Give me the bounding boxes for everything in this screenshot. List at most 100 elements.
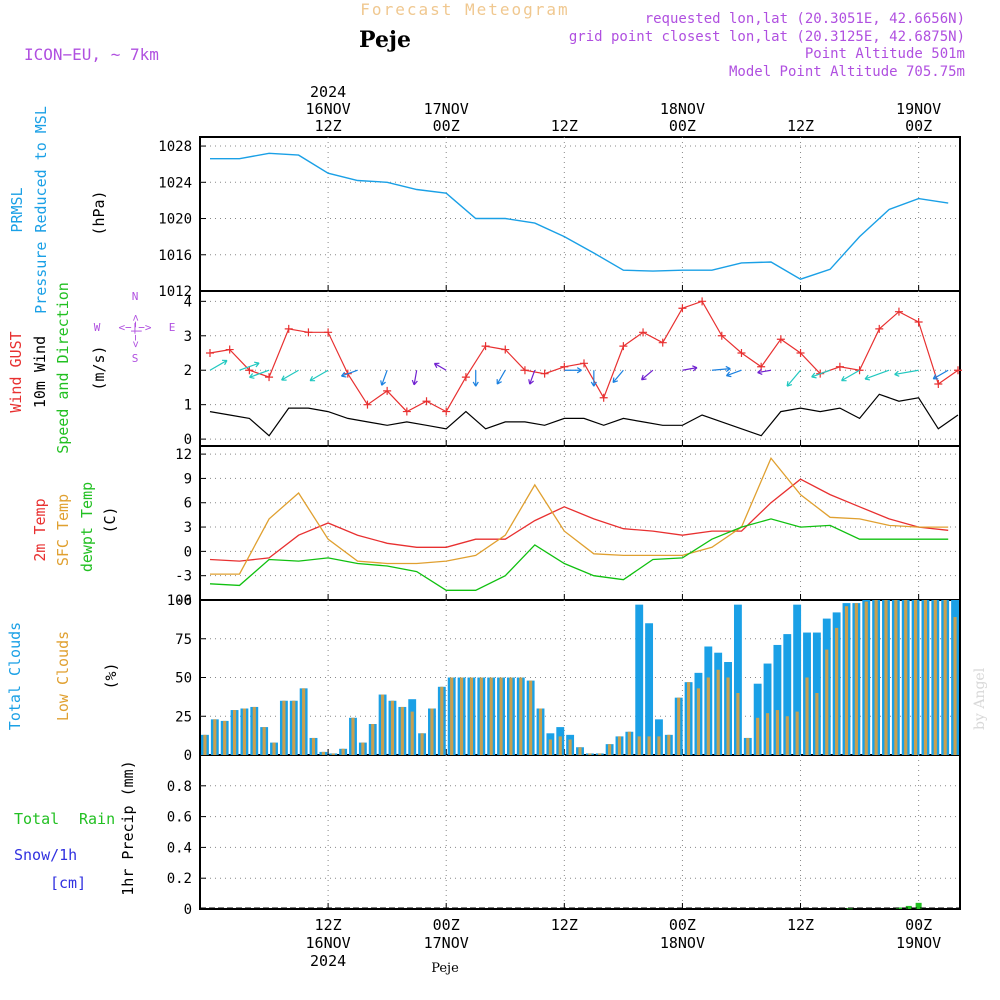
bottom-time-label: 12Z <box>551 916 578 934</box>
dewpoint-label: dewpt Temp <box>78 482 96 572</box>
gust-marker <box>540 369 549 378</box>
gust-marker <box>520 366 529 375</box>
y-tick-label: 1028 <box>158 139 192 155</box>
low-cloud-bar <box>331 753 335 755</box>
y-tick-label: 0 <box>184 902 192 918</box>
wind-arrow <box>249 369 270 378</box>
wind-arrowhead <box>757 368 763 375</box>
prmsl-unit-label: (hPa) <box>90 190 108 235</box>
gust-marker <box>481 342 490 351</box>
y-tick-label: 1 <box>184 398 192 414</box>
low-cloud-bar <box>311 737 316 755</box>
wind-arrowhead <box>249 373 255 379</box>
low-cloud-bar <box>795 711 799 755</box>
wind-arrowhead <box>411 379 418 386</box>
temp-unit-label: (C) <box>101 506 119 533</box>
prmsl-desc-label: Pressure Reduced to MSL <box>32 106 50 314</box>
gust-marker <box>855 366 864 375</box>
low-cloud-bar <box>469 677 474 755</box>
gust-marker <box>284 324 293 333</box>
bottom-time-label: 2024 <box>310 952 346 970</box>
compass-n: N <box>132 290 139 303</box>
wind-arrow <box>612 369 624 383</box>
gust-marker <box>265 373 274 382</box>
y-tick-label: 0.4 <box>167 840 192 856</box>
low-cloud-bar <box>341 748 345 755</box>
rain-bar <box>915 902 922 909</box>
pressure-line <box>210 152 949 280</box>
wind-arrowhead <box>528 379 534 385</box>
wind-arrowhead <box>932 374 939 380</box>
low-cloud-bar <box>854 603 858 755</box>
gust-marker <box>560 362 569 371</box>
gust-marker <box>225 345 234 354</box>
wind-arrowhead <box>472 381 479 387</box>
compass-ns: <−|−> <box>129 314 142 347</box>
wind-arrow <box>496 369 506 385</box>
bottom-time-label: 19NOV <box>896 934 941 952</box>
gust-marker <box>363 400 372 409</box>
wind-arrowhead <box>864 374 871 381</box>
total-cloud-bar <box>645 623 654 755</box>
model-label: ICON−EU, ~ 7km <box>24 45 159 64</box>
panel-frame <box>199 754 961 910</box>
wind-arrow <box>841 369 860 382</box>
y-tick-label: 1020 <box>158 212 192 228</box>
bottom-time-label: 12Z <box>315 916 342 934</box>
gust-marker <box>245 366 254 375</box>
y-tick-label: 3 <box>184 329 192 345</box>
low-cloud-bar <box>953 617 957 755</box>
wind10-label: 10m Wind <box>31 336 49 408</box>
y-tick-label: 2 <box>184 363 192 379</box>
low-cloud-bar <box>835 627 839 755</box>
model-altitude: Model Point Altitude 705.75m <box>729 64 965 80</box>
low-cloud-bar <box>608 744 612 755</box>
gust-marker <box>796 349 805 357</box>
low-cloud-bar <box>213 719 217 755</box>
low-cloud-bar <box>529 680 533 755</box>
wind-arrow <box>757 369 772 374</box>
wind-arrow <box>341 369 358 377</box>
gust-marker <box>619 342 628 351</box>
low-cloud-bar <box>390 700 395 755</box>
sfc-temp-label: SFC Temp <box>54 494 72 566</box>
low-cloud-bar <box>598 753 602 755</box>
wind-arrow <box>786 369 801 387</box>
wind-arrow <box>682 367 698 371</box>
wind10-line <box>209 393 959 437</box>
low-cloud-bar <box>450 677 454 755</box>
wind-arrowhead <box>725 371 732 378</box>
rain-bar <box>846 908 853 910</box>
top-time-label: 16NOV <box>306 100 351 118</box>
grid-point-coords: grid point closest lon,lat (20.3125E, 42… <box>569 29 965 45</box>
low-cloud-bar <box>923 600 928 755</box>
y-tick-label: 1012 <box>158 284 192 300</box>
chart-title: Forecast Meteogram <box>360 0 569 19</box>
y-tick-label: 4 <box>184 294 192 310</box>
dewpoint-line <box>209 518 949 591</box>
low-cloud-bar <box>864 601 868 755</box>
low-cloud-bar <box>479 677 483 755</box>
low-cloud-bar <box>844 606 849 755</box>
wind-arrowhead <box>725 365 731 373</box>
low-cloud-bar <box>696 688 701 755</box>
y-tick-label: 0.8 <box>167 779 192 795</box>
top-time-label: 12Z <box>315 117 342 135</box>
top-time-label: 00Z <box>433 117 460 135</box>
wind-arrow <box>309 369 329 382</box>
watermark: by Angel <box>972 667 988 730</box>
compass-w: W <box>94 321 101 334</box>
wind-arrow <box>529 370 536 385</box>
panel-frame <box>199 445 961 601</box>
wind-arrowhead <box>590 381 597 387</box>
gust-marker <box>737 349 746 357</box>
gust-marker <box>954 366 962 375</box>
total-cloud-bar <box>793 604 802 755</box>
t2m-line <box>209 478 949 562</box>
low-cloud-bar <box>677 697 681 755</box>
low-cloud-bar <box>647 736 651 755</box>
gust-marker <box>324 328 333 337</box>
rain-bar <box>905 905 912 909</box>
low-cloud-bar <box>538 708 543 755</box>
